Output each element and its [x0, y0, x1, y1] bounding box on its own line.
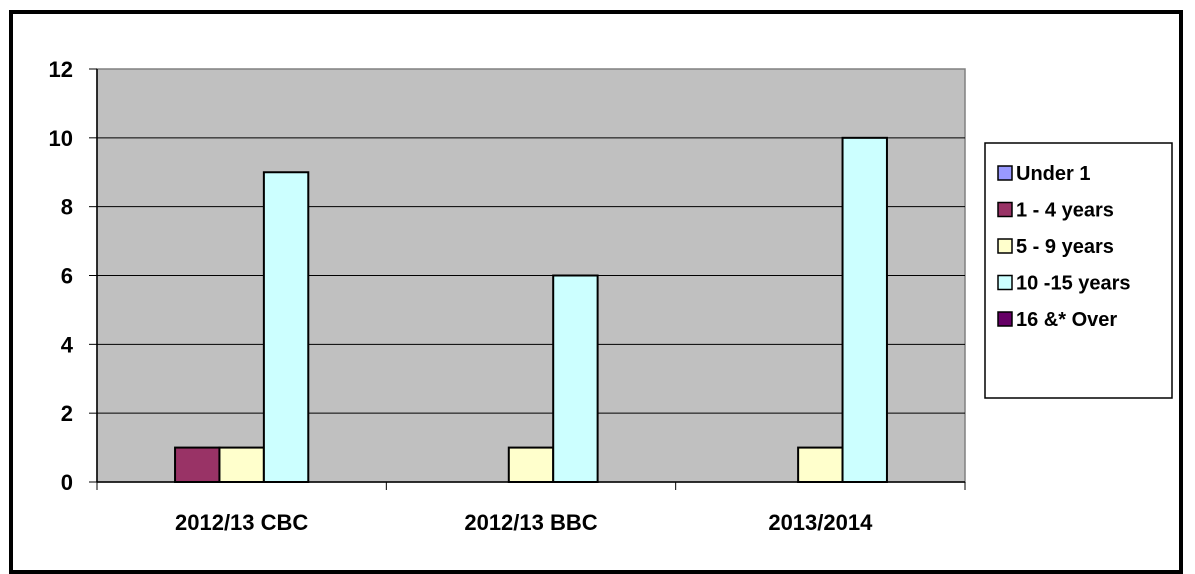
- x-category-label: 2012/13 CBC: [175, 510, 308, 535]
- bar: [507, 446, 555, 484]
- legend-swatch: [997, 165, 1013, 181]
- y-axis: 0 2 4 6 8 10 12: [49, 57, 98, 495]
- x-category-label: 2012/13 BBC: [464, 510, 597, 535]
- legend-swatch: [997, 238, 1013, 254]
- y-tick-label: 4: [61, 332, 74, 357]
- legend: Under 1 1 - 4 years 5 - 9 years 10 -15 year…: [984, 142, 1173, 399]
- legend-swatch: [997, 201, 1013, 218]
- y-tick-label: 0: [61, 470, 73, 495]
- legend-label: 5 - 9 years: [1016, 236, 1114, 258]
- y-tick-label: 8: [61, 195, 73, 220]
- legend-swatch: [997, 274, 1013, 291]
- bars: [174, 136, 888, 484]
- x-category-label: 2013/2014: [768, 510, 873, 535]
- legend-label: 1 - 4 years: [1016, 200, 1114, 222]
- legend-swatch: [997, 311, 1013, 327]
- gridlines: [97, 137, 965, 414]
- legend-label: 10 -15 years: [1016, 273, 1131, 295]
- bar: [797, 446, 844, 484]
- bar: [218, 446, 265, 484]
- legend-label: 16 &* Over: [1016, 309, 1117, 331]
- y-tick-label: 2: [61, 401, 73, 426]
- legend-label: Under 1: [1016, 163, 1090, 185]
- y-tick-label: 6: [61, 264, 73, 289]
- y-tick-label: 10: [49, 126, 73, 151]
- y-tick-label: 12: [49, 57, 73, 82]
- bar: [174, 446, 221, 484]
- legend-box: [984, 142, 1173, 399]
- bar: [841, 136, 888, 483]
- bar: [552, 274, 599, 483]
- bar: [262, 171, 310, 483]
